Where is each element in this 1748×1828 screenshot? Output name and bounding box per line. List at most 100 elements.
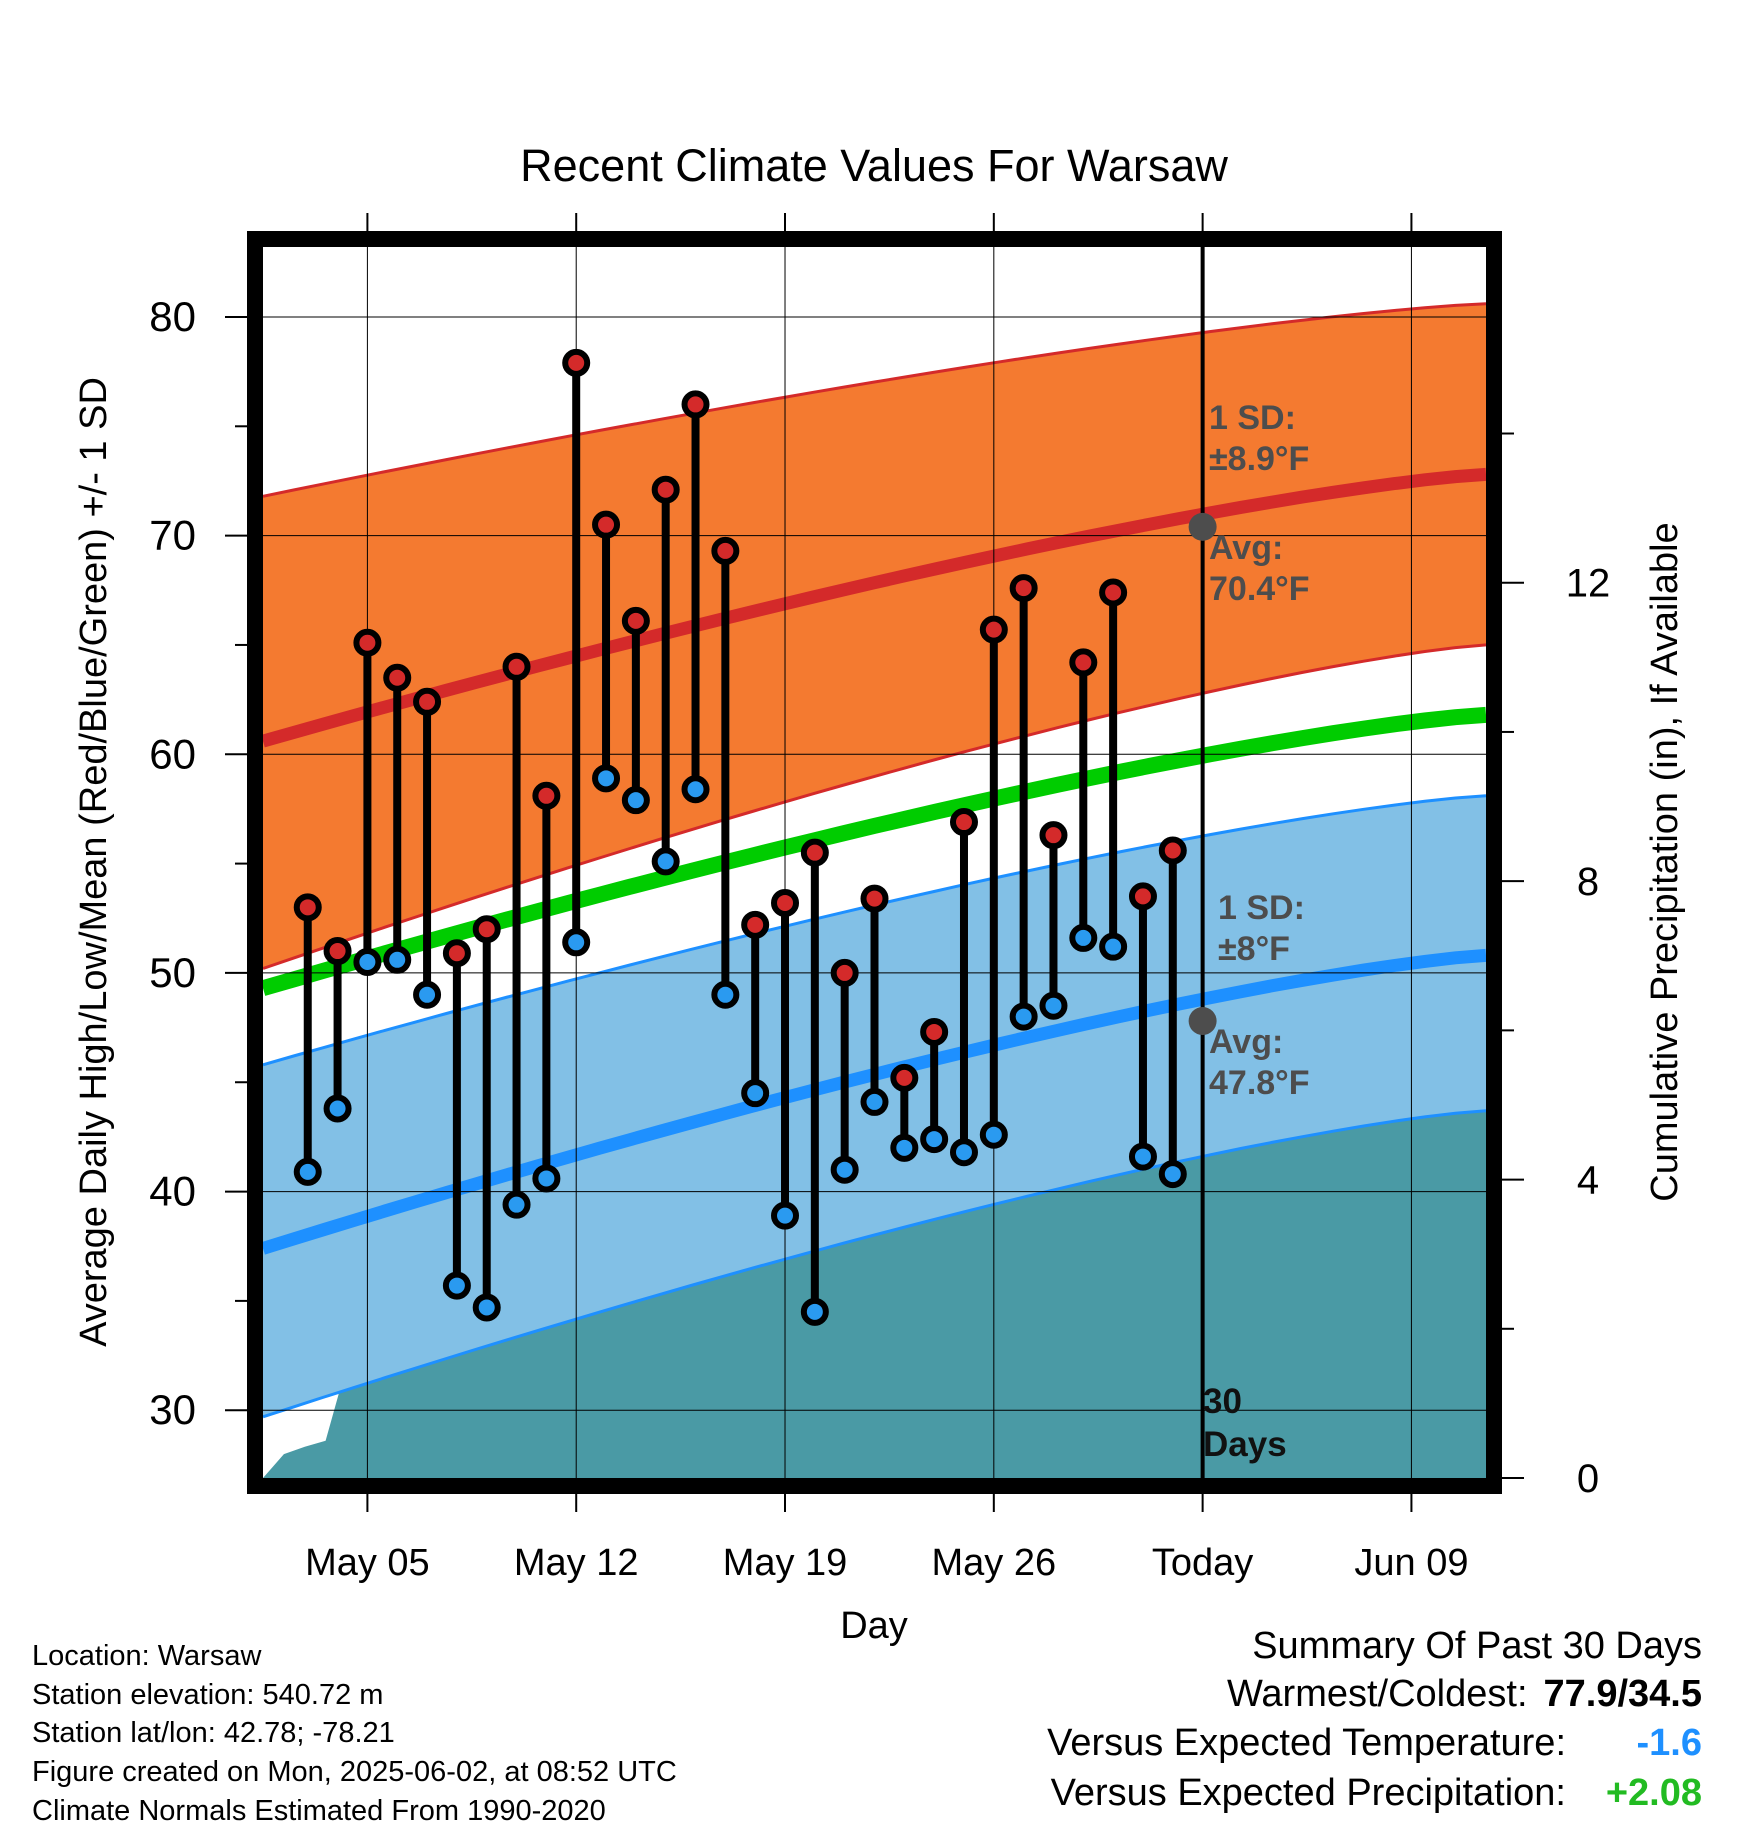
y2-tick-label: 4	[1577, 1159, 1599, 1203]
observed-high-point	[920, 1017, 949, 1046]
created-text: Figure created on Mon, 2025-06-02, at 08…	[32, 1756, 677, 1788]
today-days-label: 30 Days	[1203, 1382, 1287, 1464]
observed-low-point	[502, 1190, 531, 1219]
observed-high-point	[383, 663, 412, 692]
high-plus-sd-line	[262, 302, 1487, 498]
observed-high-point	[949, 808, 978, 837]
observed-low-point	[293, 1157, 322, 1186]
high-avg-annotation: Avg: 70.4°F	[1209, 529, 1310, 608]
observed-high-point	[651, 475, 680, 504]
observed-high-point	[1099, 578, 1128, 607]
observed-low-point	[1039, 991, 1068, 1020]
x-tick-label: May 12	[514, 1542, 639, 1584]
observed-low-point	[442, 1271, 471, 1300]
observed-high-point	[741, 910, 770, 939]
precip-label: Versus Expected Precipitation:	[1050, 1772, 1566, 1814]
x-tick-label: May 19	[723, 1542, 848, 1584]
observed-high-point	[442, 939, 471, 968]
y-tick-label: 50	[149, 949, 196, 996]
observed-high-point	[979, 615, 1008, 644]
observed-high-point	[800, 838, 829, 867]
y2-tick-label: 12	[1566, 562, 1611, 606]
temp-label: Versus Expected Temperature:	[1047, 1722, 1566, 1764]
observed-low-point	[711, 980, 740, 1009]
latlon-text: Station lat/lon: 42.78; -78.21	[32, 1717, 395, 1749]
location-text: Location: Warsaw	[32, 1640, 262, 1672]
x-tick-label: May 26	[932, 1542, 1057, 1584]
temp-value: -1.6	[1636, 1722, 1702, 1764]
warmest-coldest-label: Warmest/Coldest:	[1226, 1673, 1528, 1715]
low-avg-annotation: Avg: 47.8°F	[1209, 1023, 1310, 1102]
observed-high-point	[293, 893, 322, 922]
observed-high-point	[1009, 574, 1038, 603]
annotation-layer: 1 SD: ±8.9°F Avg: 70.4°F 1 SD: ±8°F Avg: 47.8°F…	[1188, 247, 1310, 1478]
plot-frame	[247, 231, 1502, 1494]
observed-high-point	[562, 348, 591, 377]
y2-axis-label: Cumulative Precipitation (in), If Availa…	[1644, 522, 1686, 1201]
normals-text: Climate Normals Estimated From 1990-2020	[32, 1795, 606, 1827]
x-axis-label: Day	[840, 1605, 908, 1647]
summary-warmest-coldest: Warmest/Coldest: 77.9/34.5	[1227, 1673, 1702, 1716]
axis-layer: May 05 May 12 May 19 May 26 Today Jun 0930405…	[73, 140, 1686, 1647]
observed-high-point	[353, 628, 382, 657]
observed-high-point	[532, 781, 561, 810]
low-minus-sd-line	[262, 1109, 1487, 1419]
observed-low-point	[621, 786, 650, 815]
observed-low-point	[979, 1120, 1008, 1149]
observed-low-point	[771, 1201, 800, 1230]
observed-high-point	[592, 510, 621, 539]
y-tick-label: 30	[149, 1386, 196, 1433]
observed-high-point	[681, 390, 710, 419]
observed-low-point	[532, 1164, 561, 1193]
observed-low-point	[1069, 923, 1098, 952]
observed-low-point	[651, 847, 680, 876]
y-tick-label: 80	[149, 293, 196, 340]
observed-low-point	[1009, 1002, 1038, 1031]
observed-high-point	[502, 652, 531, 681]
observed-low-point	[890, 1133, 919, 1162]
observed-high-point	[1128, 882, 1157, 911]
observed-high-point	[413, 687, 442, 716]
summary-title: Summary Of Past 30 Days	[1252, 1625, 1702, 1667]
x-tick-label: Jun 09	[1354, 1542, 1468, 1584]
y-axis-label: Average Daily High/Low/Mean (Red/Blue/Gr…	[73, 377, 115, 1347]
observed-low-point	[681, 775, 710, 804]
observed-high-point	[830, 958, 859, 987]
high-minus-sd-line	[262, 643, 1487, 970]
observed-low-point	[860, 1087, 889, 1116]
observed-low-point	[413, 980, 442, 1009]
observed-low-point	[1158, 1160, 1187, 1189]
observed-low-point	[562, 928, 591, 957]
observed-layer	[293, 348, 1187, 1326]
observed-low-point	[592, 764, 621, 793]
x-tick-label: May 05	[305, 1542, 430, 1584]
observed-low-point	[741, 1079, 770, 1108]
normal-high-line	[261, 467, 1487, 748]
summary-temperature: Versus Expected Temperature: -1.6	[1047, 1722, 1702, 1765]
observed-high-point	[890, 1063, 919, 1092]
observed-high-point	[1069, 648, 1098, 677]
y-tick-label: 40	[149, 1168, 196, 1215]
observed-low-point	[323, 1094, 352, 1123]
y2-tick-label: 0	[1577, 1457, 1599, 1501]
high-sd-annotation: 1 SD: ±8.9°F	[1209, 399, 1309, 478]
y-tick-label: 70	[149, 512, 196, 559]
observed-low-point	[1099, 932, 1128, 961]
x-tick-label: Today	[1152, 1542, 1253, 1584]
normal-mean-line	[260, 706, 1487, 996]
observed-high-point	[323, 937, 352, 966]
observed-high-point	[621, 606, 650, 635]
observed-low-point	[920, 1125, 949, 1154]
observed-high-point	[771, 888, 800, 917]
low-sd-annotation: 1 SD: ±8°F	[1218, 889, 1305, 968]
observed-high-point	[1039, 821, 1068, 850]
observed-low-point	[383, 945, 412, 974]
observed-high-point	[711, 536, 740, 565]
observed-high-point	[1158, 836, 1187, 865]
observed-low-point	[800, 1297, 829, 1326]
y-tick-label: 60	[149, 730, 196, 777]
observed-high-point	[472, 915, 501, 944]
chart-title: Recent Climate Values For Warsaw	[520, 140, 1228, 191]
observed-low-point	[353, 947, 382, 976]
